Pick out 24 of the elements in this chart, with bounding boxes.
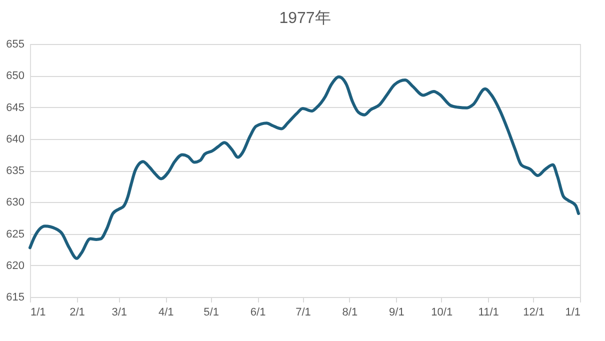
x-tick-label: 2/1 (70, 306, 85, 318)
line-series (28, 75, 580, 260)
x-tick-label: 3/1 (112, 306, 128, 318)
y-tick-label: 630 (6, 196, 24, 209)
x-tick-label: 12/1 (523, 306, 544, 318)
x-tick-label: 7/1 (296, 306, 311, 318)
y-tick-label: 620 (6, 260, 24, 272)
x-tick-label: 11/1 (478, 306, 499, 318)
x-tick-label: 10/1 (431, 306, 453, 318)
chart-title: 1977年 (279, 10, 331, 27)
y-tick-label: 615 (6, 292, 24, 304)
y-tick-label: 640 (6, 133, 24, 146)
y-tick-label: 655 (6, 38, 24, 50)
x-tick-label: 4/1 (158, 306, 174, 318)
x-tick-label: 9/1 (389, 306, 404, 318)
y-tick-label: 645 (6, 102, 24, 114)
x-tick-label: 1/1 (565, 306, 580, 318)
y-tick-label: 635 (6, 165, 24, 177)
y-tick-label: 650 (6, 70, 24, 82)
x-tick-label: 1/1 (30, 306, 46, 318)
x-tick-label: 6/1 (250, 306, 266, 318)
x-tick-label: 8/1 (342, 306, 358, 318)
y-tick-label: 625 (6, 228, 24, 240)
x-tick-label: 5/1 (204, 306, 219, 318)
